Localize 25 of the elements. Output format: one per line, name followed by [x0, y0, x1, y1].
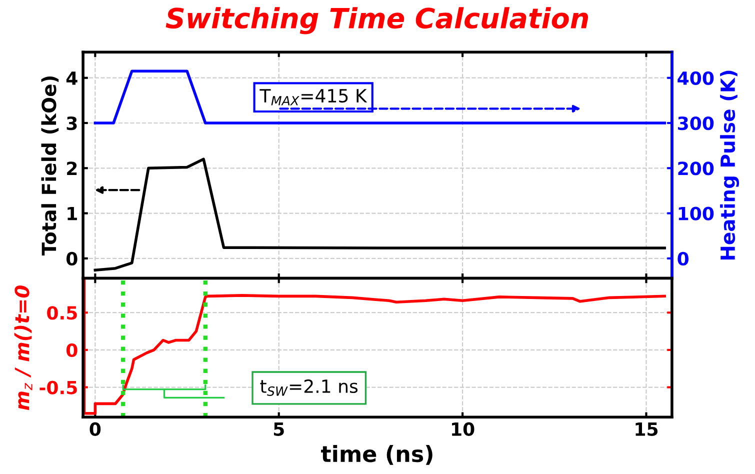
x-tick-label: 15	[636, 422, 658, 436]
y2-tick-label: 100	[678, 206, 714, 220]
chart-title: Switching Time Calculation	[166, 7, 588, 34]
y-tick-label: 4	[66, 72, 78, 85]
x-tick-label: 5	[274, 422, 284, 436]
annotation: t$_{SW}$=2.1 ns	[260, 379, 358, 396]
y-tick-label: 0	[66, 252, 78, 266]
line-series	[83, 278, 666, 415]
y-axis-title: m$_{z}$ / m()t=0	[14, 285, 32, 410]
y2-axis-title: Heating Pulse (K)	[720, 70, 740, 260]
x-tick-label: 0	[90, 422, 101, 436]
x-tick-label: 10	[452, 422, 474, 436]
y2-tick-label: 300	[678, 116, 714, 130]
y2-tick-label: 0	[678, 252, 689, 266]
x-axis-title: time (ns)	[321, 445, 432, 465]
y-tick-label: 3	[66, 116, 77, 130]
y-tick-label: 0.5	[47, 306, 77, 320]
annotation: T$_{MAX}$=415 K	[260, 89, 368, 106]
y-tick-label: 1	[68, 206, 77, 220]
y2-tick-label: 400	[678, 71, 714, 85]
y-tick-label: 2	[67, 162, 77, 175]
y-tick-label: -0.5	[40, 380, 77, 394]
y-tick-label: 0	[66, 343, 78, 358]
y2-tick-label: 200	[678, 162, 714, 176]
y-axis-title: Total Field (kOe)	[41, 76, 59, 256]
